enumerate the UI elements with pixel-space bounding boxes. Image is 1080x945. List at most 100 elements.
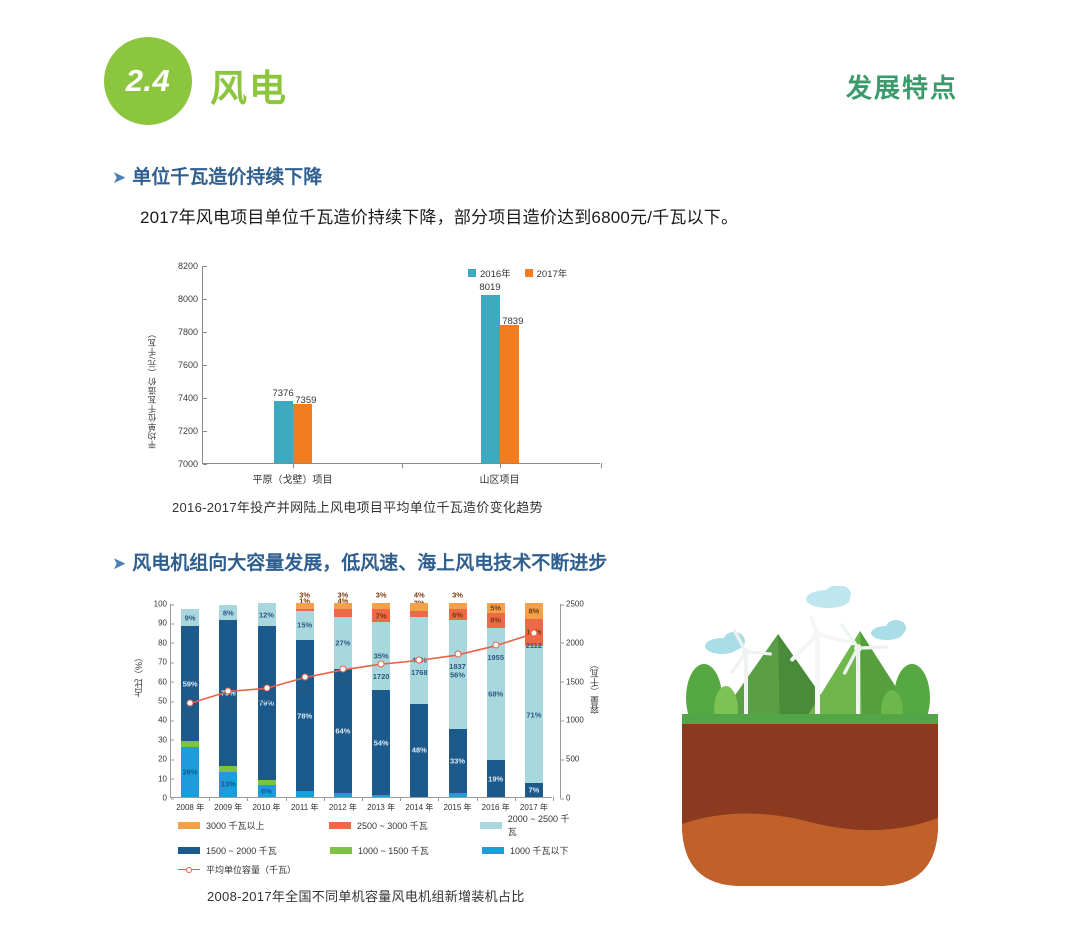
chart2-segment-value: 71% [526, 710, 542, 720]
chart1-bar-value: 7839 [502, 315, 524, 327]
chart2-segment-value: 12% [258, 610, 275, 620]
chart1-x-tick [402, 463, 403, 468]
chart1-x-tick [499, 463, 501, 468]
chart2-legend-item: 2000 ~ 2500 千瓦 [479, 812, 578, 838]
bullet-item-1: ➤ 单位千瓦造价持续下降 [112, 162, 322, 189]
chart2-segment-value: 27% [335, 638, 351, 648]
chart2-stacked-column: 1%54%35%7%3% [372, 591, 391, 797]
chart2-segment-value: 3% [414, 598, 425, 607]
chart2-segment: 59% [181, 626, 200, 741]
chart2-segment: 3% [181, 728, 200, 747]
legend-label: 2500 ~ 3000 千瓦 [356, 820, 428, 831]
chart2-line-value: 2112 [525, 641, 543, 651]
chart2-legend-row-line: 平均单位容量（千瓦） [178, 863, 578, 876]
chart1-x-tick [601, 463, 602, 468]
header-right-label: 发展特点 [845, 73, 958, 103]
chart2-line-value: 1407 [258, 695, 275, 705]
chart2-legend-row: 3000 千瓦以上 2500 ~ 3000 千瓦 2000 ~ 2500 千瓦 [178, 812, 578, 838]
wind-farm-illustration [660, 585, 960, 906]
chart2-legend-row: 1500 ~ 2000 千瓦 1000 ~ 1500 千瓦 1000 千瓦以下 [178, 844, 578, 857]
cloud-icon-left [705, 632, 745, 654]
bullet-arrow-icon-2: ➤ [112, 554, 127, 573]
chart2-y-tick-right: 1000 [560, 715, 584, 725]
chart2-segment-value: 68% [488, 689, 504, 699]
chart2-segment-value: 8% [528, 606, 540, 616]
chart2-line-marker [454, 650, 461, 658]
chart2-segment-value: 3% [452, 590, 463, 600]
page-header: 2.4 风电 发展特点 [0, 32, 1080, 142]
chart2-x-tick [209, 797, 211, 801]
chart2-segment-value: 19% [488, 774, 504, 784]
chart2-segment: 6% [257, 785, 276, 797]
wind-turbine-center [790, 616, 855, 728]
chart2-legend-item: 1000 千瓦以下 [482, 844, 569, 857]
chart2-segment-value: 4% [337, 596, 349, 606]
chart2-segment-value: 15% [297, 620, 313, 630]
chart2-x-label: 2014 年 [405, 803, 434, 812]
chart2-line-value: 1837 [449, 662, 466, 672]
legend-label-line: 平均单位容量（千瓦） [206, 865, 297, 875]
chart2-x-tick [247, 797, 249, 801]
chart2-y-tick-left: 10 [158, 774, 174, 783]
chart2-stacked-column: 2% 33% 56% 6% 3% [448, 591, 467, 797]
chart2-y-tick-right: 500 [559, 754, 580, 764]
chart2-segment-value: 33% [449, 756, 466, 766]
chart2-segment: 2% [448, 781, 467, 797]
chart1-y-tick: 7600 [178, 360, 208, 370]
bullet-label-2: 风电机组向大容量发展，低风速、海上风电技术不断进步 [132, 553, 608, 574]
chart2-segment-value: 1% [299, 596, 311, 606]
legend-swatch [479, 821, 502, 829]
legend-swatch-2016 [468, 269, 476, 277]
chart1-bar: 7839 [499, 316, 523, 463]
chart1-bar: 7359 [292, 395, 316, 463]
chart1-y-tick: 8000 [178, 294, 208, 304]
chart2-segment-value: 5% [490, 603, 502, 613]
wind-farm-svg [682, 585, 938, 886]
chart1-bar: 7376 [272, 388, 294, 463]
chart2-segment: 4% [410, 591, 429, 611]
chart2-segment: 3% [410, 598, 429, 617]
chart2-segment: 15% [295, 610, 314, 640]
chart2-segment: 71% [524, 645, 543, 784]
chart2-segment: 48% [410, 703, 429, 797]
chart2-line-marker [301, 673, 309, 681]
page-title: 风电 [210, 68, 288, 109]
chart2-segment-value: 26% [182, 767, 198, 777]
chart1-y-tick: 7200 [178, 426, 208, 436]
chart1-legend-item-2017: 2017年 [524, 266, 567, 280]
chart2-segment-value: 8% [490, 615, 502, 625]
section-badge: 2.4 [104, 37, 192, 125]
soil-cross-section [682, 724, 938, 886]
cloud-icon-right [871, 620, 906, 640]
chart1-legend: 2016年 2017年 [468, 266, 567, 280]
bullet-arrow-icon: ➤ [112, 168, 127, 187]
chart2-line-value: 1646 [334, 677, 352, 687]
chart2-x-tick [323, 797, 325, 801]
chart2-segment: 3% [257, 767, 276, 786]
chart2-x-label: 2009 年 [214, 803, 243, 812]
legend-label: 1500 ~ 2000 千瓦 [206, 846, 277, 856]
chart2-segment: 3% [295, 779, 314, 797]
legend-label: 3000 千瓦以上 [206, 820, 265, 831]
chart2-line-value: 1768 [410, 667, 428, 677]
chart2-x-tick [553, 797, 554, 801]
section-badge-number: 2.4 [125, 63, 171, 98]
chart2-segment: 3% [448, 591, 467, 609]
legend-line-marker-icon [178, 866, 200, 873]
legend-swatch [178, 847, 200, 854]
chart1-plot-area: 7000 7200 7400 7600 7800 8000 8200 7376 7359 平原（戈… [178, 261, 602, 486]
legend-swatch [330, 847, 352, 854]
chart2-y-tick-left: 100 [154, 600, 175, 609]
legend-swatch [482, 847, 504, 854]
tree-far-right [894, 664, 930, 728]
chart2-x-tick [438, 797, 440, 801]
chart2-segment: 3% [219, 753, 238, 772]
chart2-stacked-column: 19% 68% 8% 5% [486, 603, 505, 797]
chart2-segment: 8% [524, 603, 543, 619]
chart2-line-value: 1546 [296, 685, 314, 695]
tree-far-left [686, 664, 722, 728]
legend-label: 2000 ~ 2500 千瓦 [507, 814, 570, 837]
chart2-segment-value: 3% [299, 590, 311, 600]
chart2-segment-value: 8% [222, 608, 234, 618]
chart2-segment: 3% [333, 591, 352, 609]
